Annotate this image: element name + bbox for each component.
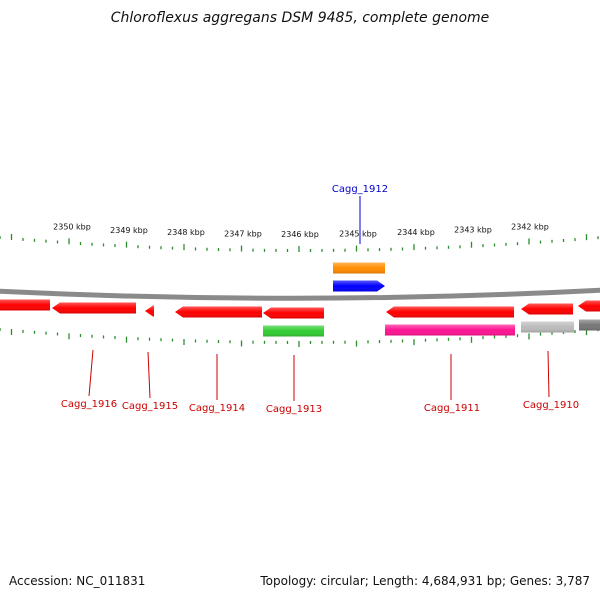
scale-label: 2347 kbp [224,230,262,239]
gene-leader-line [547,350,550,398]
gene-label: Cagg_1914 [189,403,245,414]
feature-shading [386,306,514,318]
scale-label: 2343 kbp [454,226,492,235]
scale-label: 2346 kbp [281,230,319,239]
feature-shading [521,303,573,315]
gene-leader-line [147,351,151,399]
feature-shading [175,306,262,318]
gene-label: Cagg_1911 [424,403,480,414]
accession-text: Accession: NC_011831 [9,574,146,588]
scale-label: 2348 kbp [167,228,205,237]
feature-shading [579,319,600,331]
feature-shading [333,262,385,274]
feature-shading [145,305,154,317]
gene-label: Cagg_1916 [61,399,117,410]
scale-label: 2350 kbp [53,222,91,231]
outer-tick-row [0,233,599,252]
feature-shading [263,325,324,337]
feature-shading [0,299,50,311]
gene-labels: Cagg_1912 Cagg_1916 Cagg_1915 Cagg_1914 Cagg… [61,184,579,415]
genome-backbone [0,287,600,301]
feature-shading [578,300,600,312]
feature-shading [385,324,515,336]
map-title: Chloroflexus aggregans DSM 9485, complet… [110,10,490,26]
scale-label: 2344 kbp [397,228,435,237]
scale-label: 2345 kbp [339,230,377,239]
scale-labels: 2350 kbp 2349 kbp 2348 kbp 2347 kbp 2346 kbp… [53,222,549,239]
feature-shading [333,280,385,292]
feature-shading [263,307,324,319]
gene-label: Cagg_1913 [266,404,322,415]
gene-leader-line [88,349,94,397]
gene-label: Cagg_1912 [332,184,388,195]
feature-shading [521,321,574,333]
gene-label: Cagg_1915 [122,401,178,412]
genome-summary-text: Topology: circular; Length: 4,684,931 bp… [260,574,590,588]
inner-tick-row [0,328,599,347]
scale-label: 2349 kbp [110,226,148,235]
gene-label: Cagg_1910 [523,400,579,411]
feature-track [0,262,600,337]
feature-shading [52,302,136,314]
scale-label: 2342 kbp [511,222,549,231]
